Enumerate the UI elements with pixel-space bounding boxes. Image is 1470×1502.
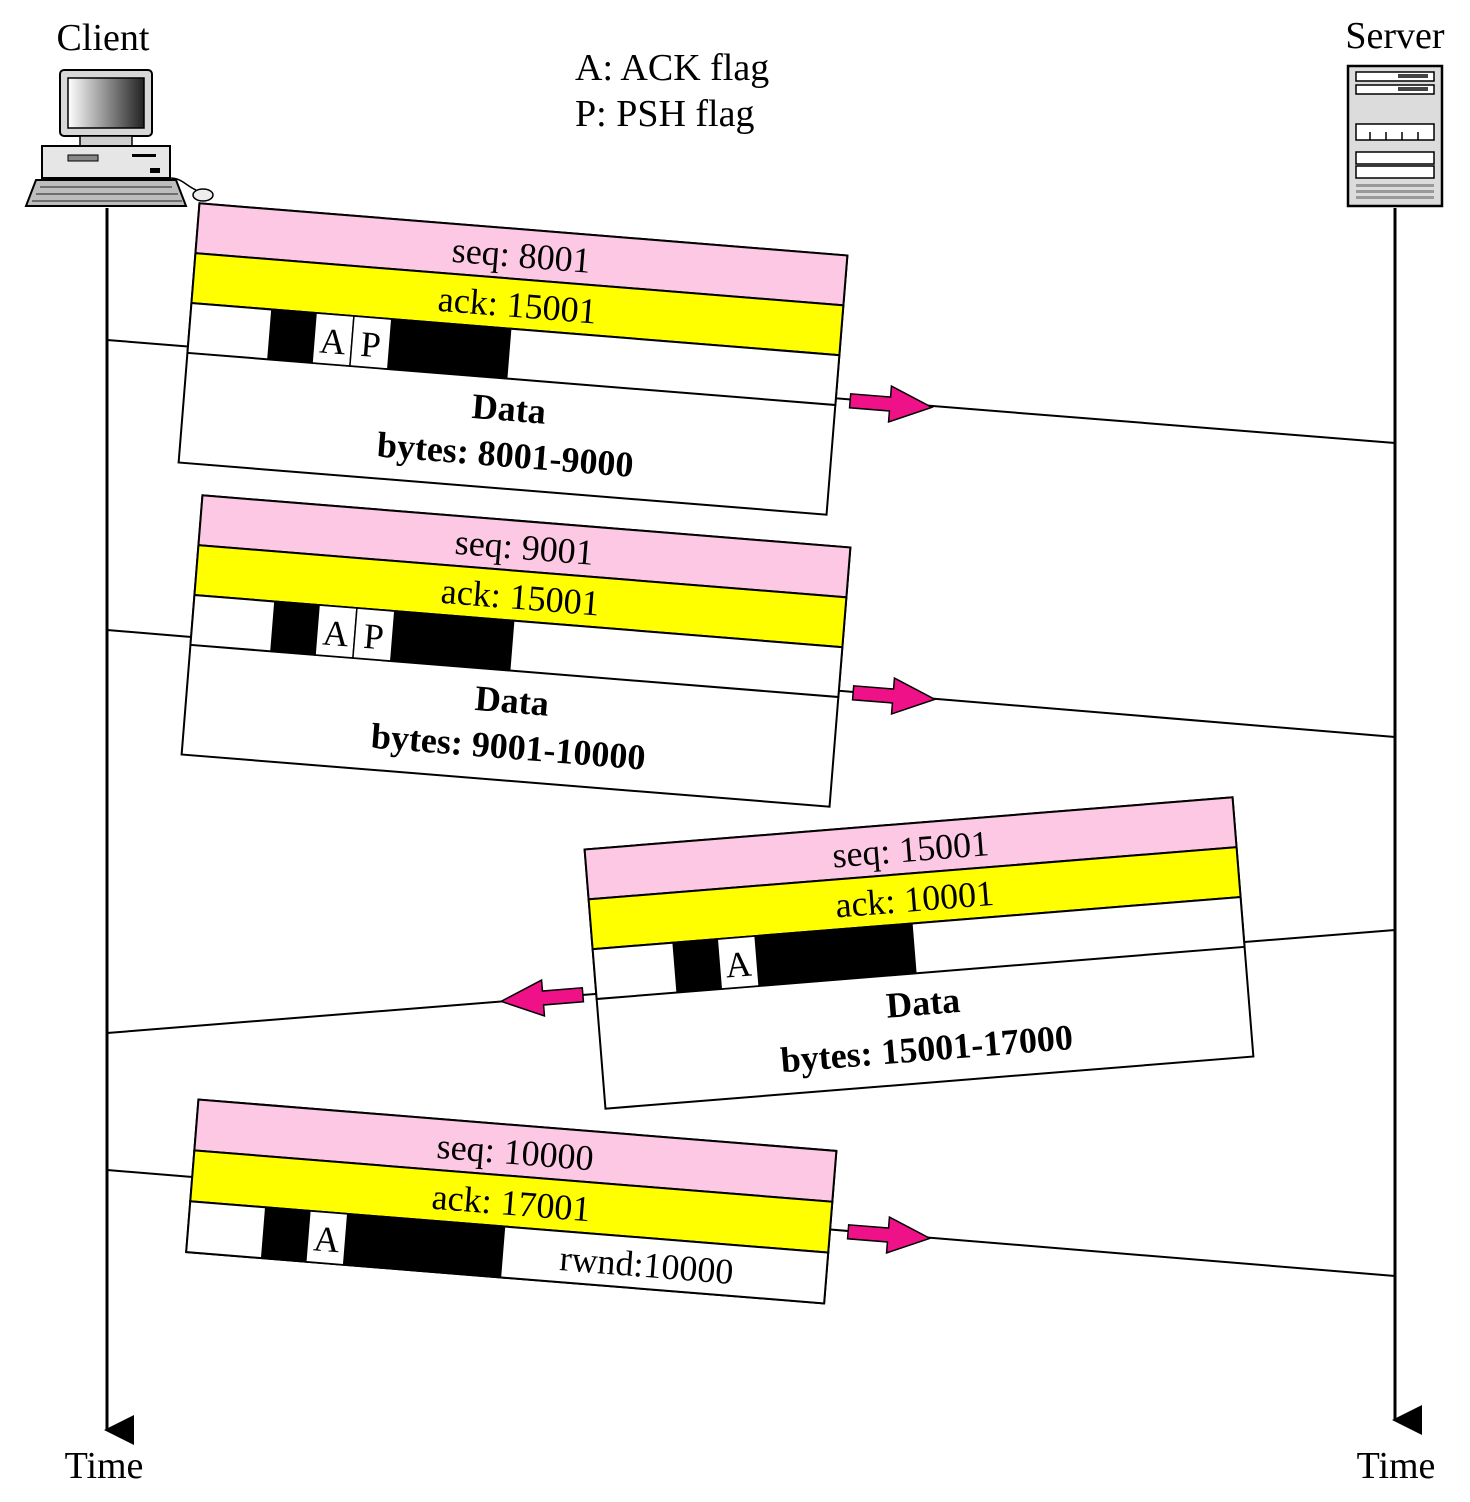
segment-1-flag-block	[267, 309, 317, 363]
segment-2-flag-block	[390, 611, 515, 671]
segment-2-flag-a: A	[321, 613, 350, 655]
legend-psh: P: PSH flag	[575, 93, 754, 135]
client-time-label: Time	[65, 1445, 144, 1487]
segment-3-arrow-icon	[499, 978, 585, 1018]
segment-3: A seq: 15001 ack: 10001 Data bytes: 1500…	[106, 796, 1396, 1110]
segment-3-flag-a: A	[724, 944, 753, 986]
client-computer-icon	[24, 69, 214, 207]
segment-4-flag-a: A	[312, 1218, 341, 1260]
segment-2-arrow-icon	[851, 676, 937, 716]
segment-4-arrow-icon	[846, 1215, 932, 1255]
segment-1-arrow-icon	[848, 384, 934, 424]
segment-2-flag-block	[270, 601, 320, 655]
segment-3-data-title: Data	[885, 980, 962, 1026]
server-icon	[1346, 64, 1444, 208]
segment-2: A P seq: 9001 ack: 15001 Data bytes: 900…	[106, 494, 1396, 808]
server-label: Server	[1345, 15, 1445, 57]
segment-1-flag-a: A	[318, 321, 347, 363]
segment-1-data-title: Data	[471, 386, 548, 432]
legend-ack: A: ACK flag	[575, 47, 769, 89]
server-time-label: Time	[1357, 1445, 1436, 1487]
segment-1-flag-block	[387, 319, 512, 379]
segment-3-flag-block	[672, 939, 722, 993]
segment-1: A P seq: 8001 ack: 15001 Data bytes: 800…	[106, 202, 1396, 516]
client-label: Client	[57, 17, 150, 59]
segment-1-flag-p: P	[359, 324, 382, 365]
segment-4-flag-block	[260, 1207, 310, 1262]
segment-2-flag-p: P	[362, 616, 385, 657]
segment-2-data-title: Data	[474, 678, 551, 724]
segment-3-flag-block	[755, 923, 917, 986]
segment-4-flag-block	[343, 1213, 506, 1278]
segment-4: A seq: 10000 ack: 17001 rwnd:10000	[106, 1098, 1396, 1305]
